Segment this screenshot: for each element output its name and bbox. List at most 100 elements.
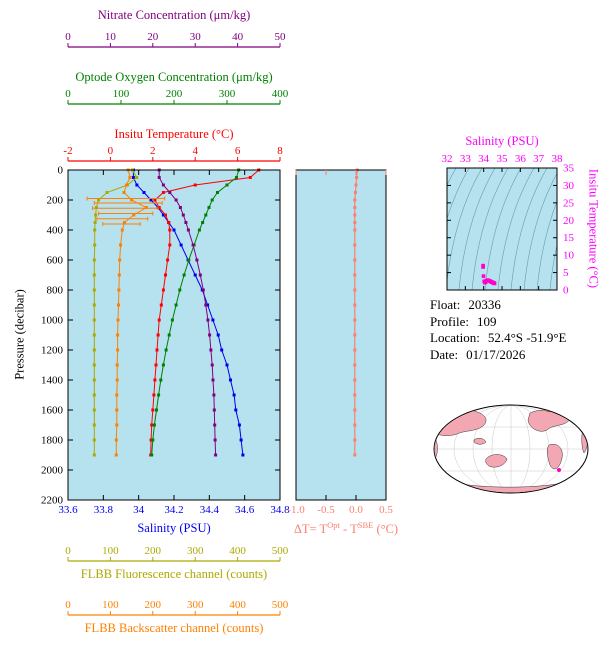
svg-text:-2: -2: [63, 145, 72, 157]
svg-text:34.2: 34.2: [164, 504, 183, 516]
pressure-axis-label: Pressure (decibar): [12, 289, 27, 380]
svg-text:2: 2: [150, 145, 156, 157]
info-value: 20336: [468, 297, 501, 312]
svg-text:20: 20: [563, 215, 575, 227]
svg-text:6: 6: [235, 145, 241, 157]
svg-text:20: 20: [147, 31, 159, 43]
svg-text:35: 35: [497, 153, 509, 165]
info-row-location: Location: 52.4°S -51.9°E: [430, 330, 566, 347]
svg-text:0: 0: [65, 545, 71, 557]
svg-text:32: 32: [442, 153, 453, 165]
svg-text:33: 33: [460, 153, 472, 165]
info-label: Date:: [430, 346, 459, 362]
svg-text:25: 25: [563, 197, 575, 209]
info-row-date: Date: 01/17/2026: [430, 347, 566, 364]
svg-text:100: 100: [113, 88, 130, 100]
svg-text:200: 200: [145, 545, 162, 557]
svg-text:200: 200: [145, 599, 162, 611]
info-row-profile: Profile: 109: [430, 314, 566, 331]
svg-text:1600: 1600: [41, 405, 64, 417]
svg-text:38: 38: [552, 153, 564, 165]
ts-salinity-title: Salinity (PSU): [465, 134, 539, 148]
info-label: Float:: [430, 297, 461, 312]
svg-text:0.5: 0.5: [379, 504, 393, 516]
svg-text:0: 0: [108, 145, 114, 157]
svg-text:200: 200: [47, 195, 64, 207]
svg-text:400: 400: [47, 225, 64, 237]
svg-text:1200: 1200: [41, 345, 64, 357]
info-row-float: Float: 20336: [430, 297, 566, 314]
info-label: Profile:: [430, 313, 469, 329]
svg-text:2000: 2000: [41, 465, 64, 477]
svg-text:34.6: 34.6: [235, 504, 255, 516]
svg-text:0: 0: [563, 285, 569, 297]
ts-temperature-label: Insitu Temperature (°C): [586, 168, 601, 289]
svg-text:37: 37: [533, 153, 545, 165]
svg-text:500: 500: [272, 599, 289, 611]
info-value: 01/17/2026: [466, 346, 526, 362]
temperature-axis-title: Insitu Temperature (°C): [114, 127, 234, 141]
svg-text:2200: 2200: [41, 495, 64, 507]
series-oxygen: [150, 168, 241, 457]
svg-text:-1.0: -1.0: [287, 504, 305, 516]
svg-text:0: 0: [65, 31, 71, 43]
backscatter-spikes: [86, 196, 166, 226]
delta-t-title-sup-opt: Opt: [327, 520, 340, 530]
svg-text:10: 10: [563, 250, 575, 262]
svg-text:600: 600: [47, 255, 64, 267]
delta-t-axis-title: ΔT= TOpt - TSBE (°C): [246, 520, 446, 537]
svg-text:35: 35: [563, 163, 575, 175]
svg-text:8: 8: [277, 145, 283, 157]
backscatter-axis-title: FLBB Backscatter channel (counts): [84, 621, 264, 635]
svg-text:5: 5: [563, 267, 569, 279]
float-location-marker: [557, 468, 561, 472]
svg-text:34: 34: [478, 153, 490, 165]
svg-text:15: 15: [563, 232, 575, 244]
svg-text:400: 400: [229, 599, 246, 611]
svg-text:4: 4: [192, 145, 198, 157]
svg-text:200: 200: [166, 88, 183, 100]
svg-text:1400: 1400: [41, 375, 64, 387]
world-map: [433, 404, 589, 494]
svg-text:400: 400: [272, 88, 289, 100]
svg-text:50: 50: [275, 31, 287, 43]
salinity-axis-title: Salinity (PSU): [137, 521, 211, 535]
svg-text:0: 0: [58, 165, 64, 177]
svg-text:300: 300: [187, 545, 204, 557]
svg-text:33.6: 33.6: [58, 504, 78, 516]
svg-text:10: 10: [105, 31, 117, 43]
info-value: 52.4°S -51.9°E: [487, 330, 567, 345]
svg-text:400: 400: [229, 545, 246, 557]
svg-text:30: 30: [563, 180, 575, 192]
nitrate-axis-title: Nitrate Concentration (μm/kg): [97, 8, 251, 22]
svg-text:40: 40: [232, 31, 244, 43]
series-delta-t: [353, 168, 359, 457]
svg-text:100: 100: [102, 545, 119, 557]
svg-text:1800: 1800: [41, 435, 64, 447]
svg-text:-0.5: -0.5: [317, 504, 335, 516]
svg-text:0: 0: [65, 599, 71, 611]
svg-text:100: 100: [102, 599, 119, 611]
svg-text:34.4: 34.4: [200, 504, 220, 516]
info-value: 109: [477, 313, 497, 329]
svg-text:34.8: 34.8: [270, 504, 290, 516]
oxygen-axis-title: Optode Oxygen Concentration (μm/kg): [75, 70, 273, 84]
svg-text:0.0: 0.0: [349, 504, 363, 516]
svg-text:300: 300: [187, 599, 204, 611]
svg-text:300: 300: [219, 88, 236, 100]
ts-density-contours: [447, 168, 557, 290]
ts-points: [481, 263, 497, 286]
float-info-block: Float: 20336 Profile: 109 Location: 52.4°S …: [430, 297, 566, 363]
svg-text:0: 0: [65, 88, 71, 100]
svg-text:34: 34: [133, 504, 145, 516]
delta-t-title-mid: - T: [339, 522, 358, 537]
svg-text:36: 36: [515, 153, 527, 165]
info-label: Location:: [430, 330, 480, 345]
delta-t-title-pre: ΔT= T: [293, 522, 328, 537]
svg-text:1000: 1000: [41, 315, 64, 327]
svg-text:33.8: 33.8: [94, 504, 114, 516]
fluorescence-axis-title: FLBB Fluorescence channel (counts): [80, 567, 268, 581]
delta-t-title-post: (°C): [373, 522, 399, 537]
